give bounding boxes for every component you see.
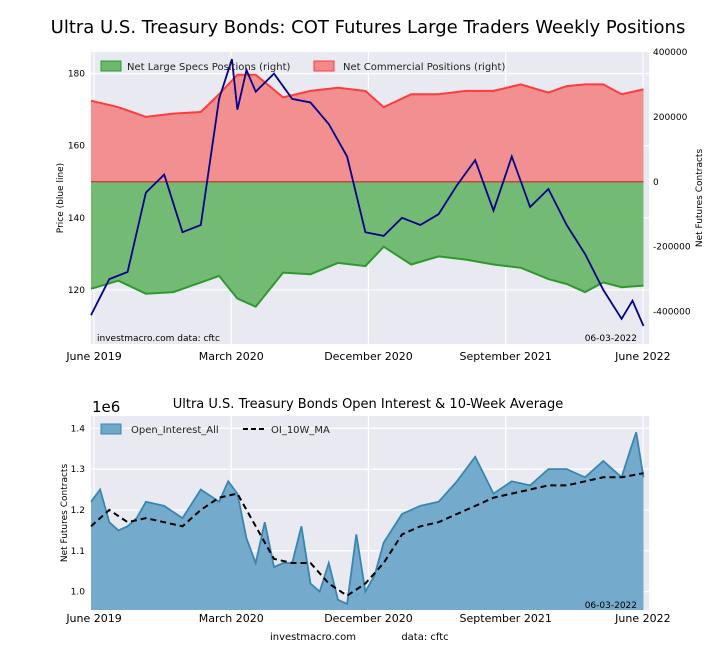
specs-area	[91, 181, 644, 307]
bottom-y-tick-label: 1.4	[71, 424, 86, 434]
bottom-chart-title: Ultra U.S. Treasury Bonds Open Interest …	[173, 397, 564, 412]
top-source-label: investmacro.com data: cftc	[97, 334, 220, 344]
top-ylabel-left: Price (blue line)	[56, 163, 66, 233]
top-legend: Net Large Specs Positions (right) Net Co…	[100, 60, 505, 73]
price-line	[90, 58, 645, 327]
top-y-right-tick-label: 400000	[653, 48, 688, 58]
legend-swatch-specs	[100, 60, 122, 72]
bottom-x-tick-label: September 2021	[460, 612, 552, 625]
ma-line	[90, 472, 644, 597]
commercial-line	[90, 73, 644, 118]
bottom-y-tick-label: 1.3	[71, 465, 85, 475]
bottom-x-tick-label: December 2020	[324, 612, 413, 625]
oi-area	[91, 432, 644, 610]
bottom-y-tick-label: 1.0	[71, 588, 86, 598]
bottom-y-tick-label: 1.2	[71, 506, 85, 516]
bottom-x-tick-label: June 2022	[614, 612, 670, 625]
bottom-scale-label: 1e6	[92, 398, 120, 416]
bottom-y-tick-label: 1.1	[71, 547, 85, 557]
footer-site: investmacro.com	[270, 632, 356, 643]
footer-data: data: cftc	[401, 632, 448, 643]
top-x-tick-label: June 2019	[65, 350, 121, 363]
top-y-right-tick-label: 0	[653, 178, 659, 188]
legend-swatch-oi	[100, 423, 122, 435]
top-y-tick-label: 180	[68, 70, 85, 80]
top-areas	[90, 73, 644, 308]
top-date-label: 06-03-2022	[585, 334, 637, 344]
legend-label-oi: Open_Interest_All	[131, 425, 219, 436]
oi-line	[90, 432, 645, 606]
top-x-tick-label: September 2021	[460, 350, 552, 363]
top-chart-title: Ultra U.S. Treasury Bonds: COT Futures L…	[51, 17, 686, 38]
top-lines	[90, 58, 645, 327]
top-y-tick-label: 160	[68, 142, 85, 152]
top-x-tick-label: December 2020	[324, 350, 413, 363]
specs-line	[90, 245, 644, 308]
top-x-tick-label: June 2022	[614, 350, 670, 363]
top-x-tick-label: March 2020	[199, 350, 264, 363]
commercial-area	[91, 74, 644, 182]
bottom-x-tick-label: March 2020	[199, 612, 264, 625]
top-axes: June 2019 March 2020 December 2020 Septembe…	[65, 48, 691, 363]
bottom-areas	[90, 432, 645, 610]
bottom-ylabel: Net Futures Contracts	[60, 464, 70, 563]
legend-label-commercial: Net Commercial Positions (right)	[343, 62, 505, 73]
top-y-right-tick-label: -200000	[653, 243, 691, 253]
top-ylabel-right: Net Futures Contracts	[695, 149, 705, 248]
top-y-right-tick-label: -400000	[653, 308, 691, 318]
legend-label-specs: Net Large Specs Positions (right)	[127, 62, 291, 73]
legend-swatch-commercial	[313, 60, 335, 72]
top-y-tick-label: 140	[68, 214, 85, 224]
bottom-x-tick-label: June 2019	[65, 612, 121, 625]
top-y-tick-label: 120	[68, 286, 85, 296]
top-y-right-tick-label: 200000	[653, 113, 688, 123]
bottom-date-label: 06-03-2022	[585, 601, 637, 611]
bottom-lines	[90, 472, 644, 597]
bottom-legend: Open_Interest_All OI_10W_MA	[100, 423, 330, 436]
bottom-axes: June 2019 March 2020 December 2020 Septembe…	[65, 424, 670, 625]
legend-label-ma: OI_10W_MA	[271, 425, 330, 436]
